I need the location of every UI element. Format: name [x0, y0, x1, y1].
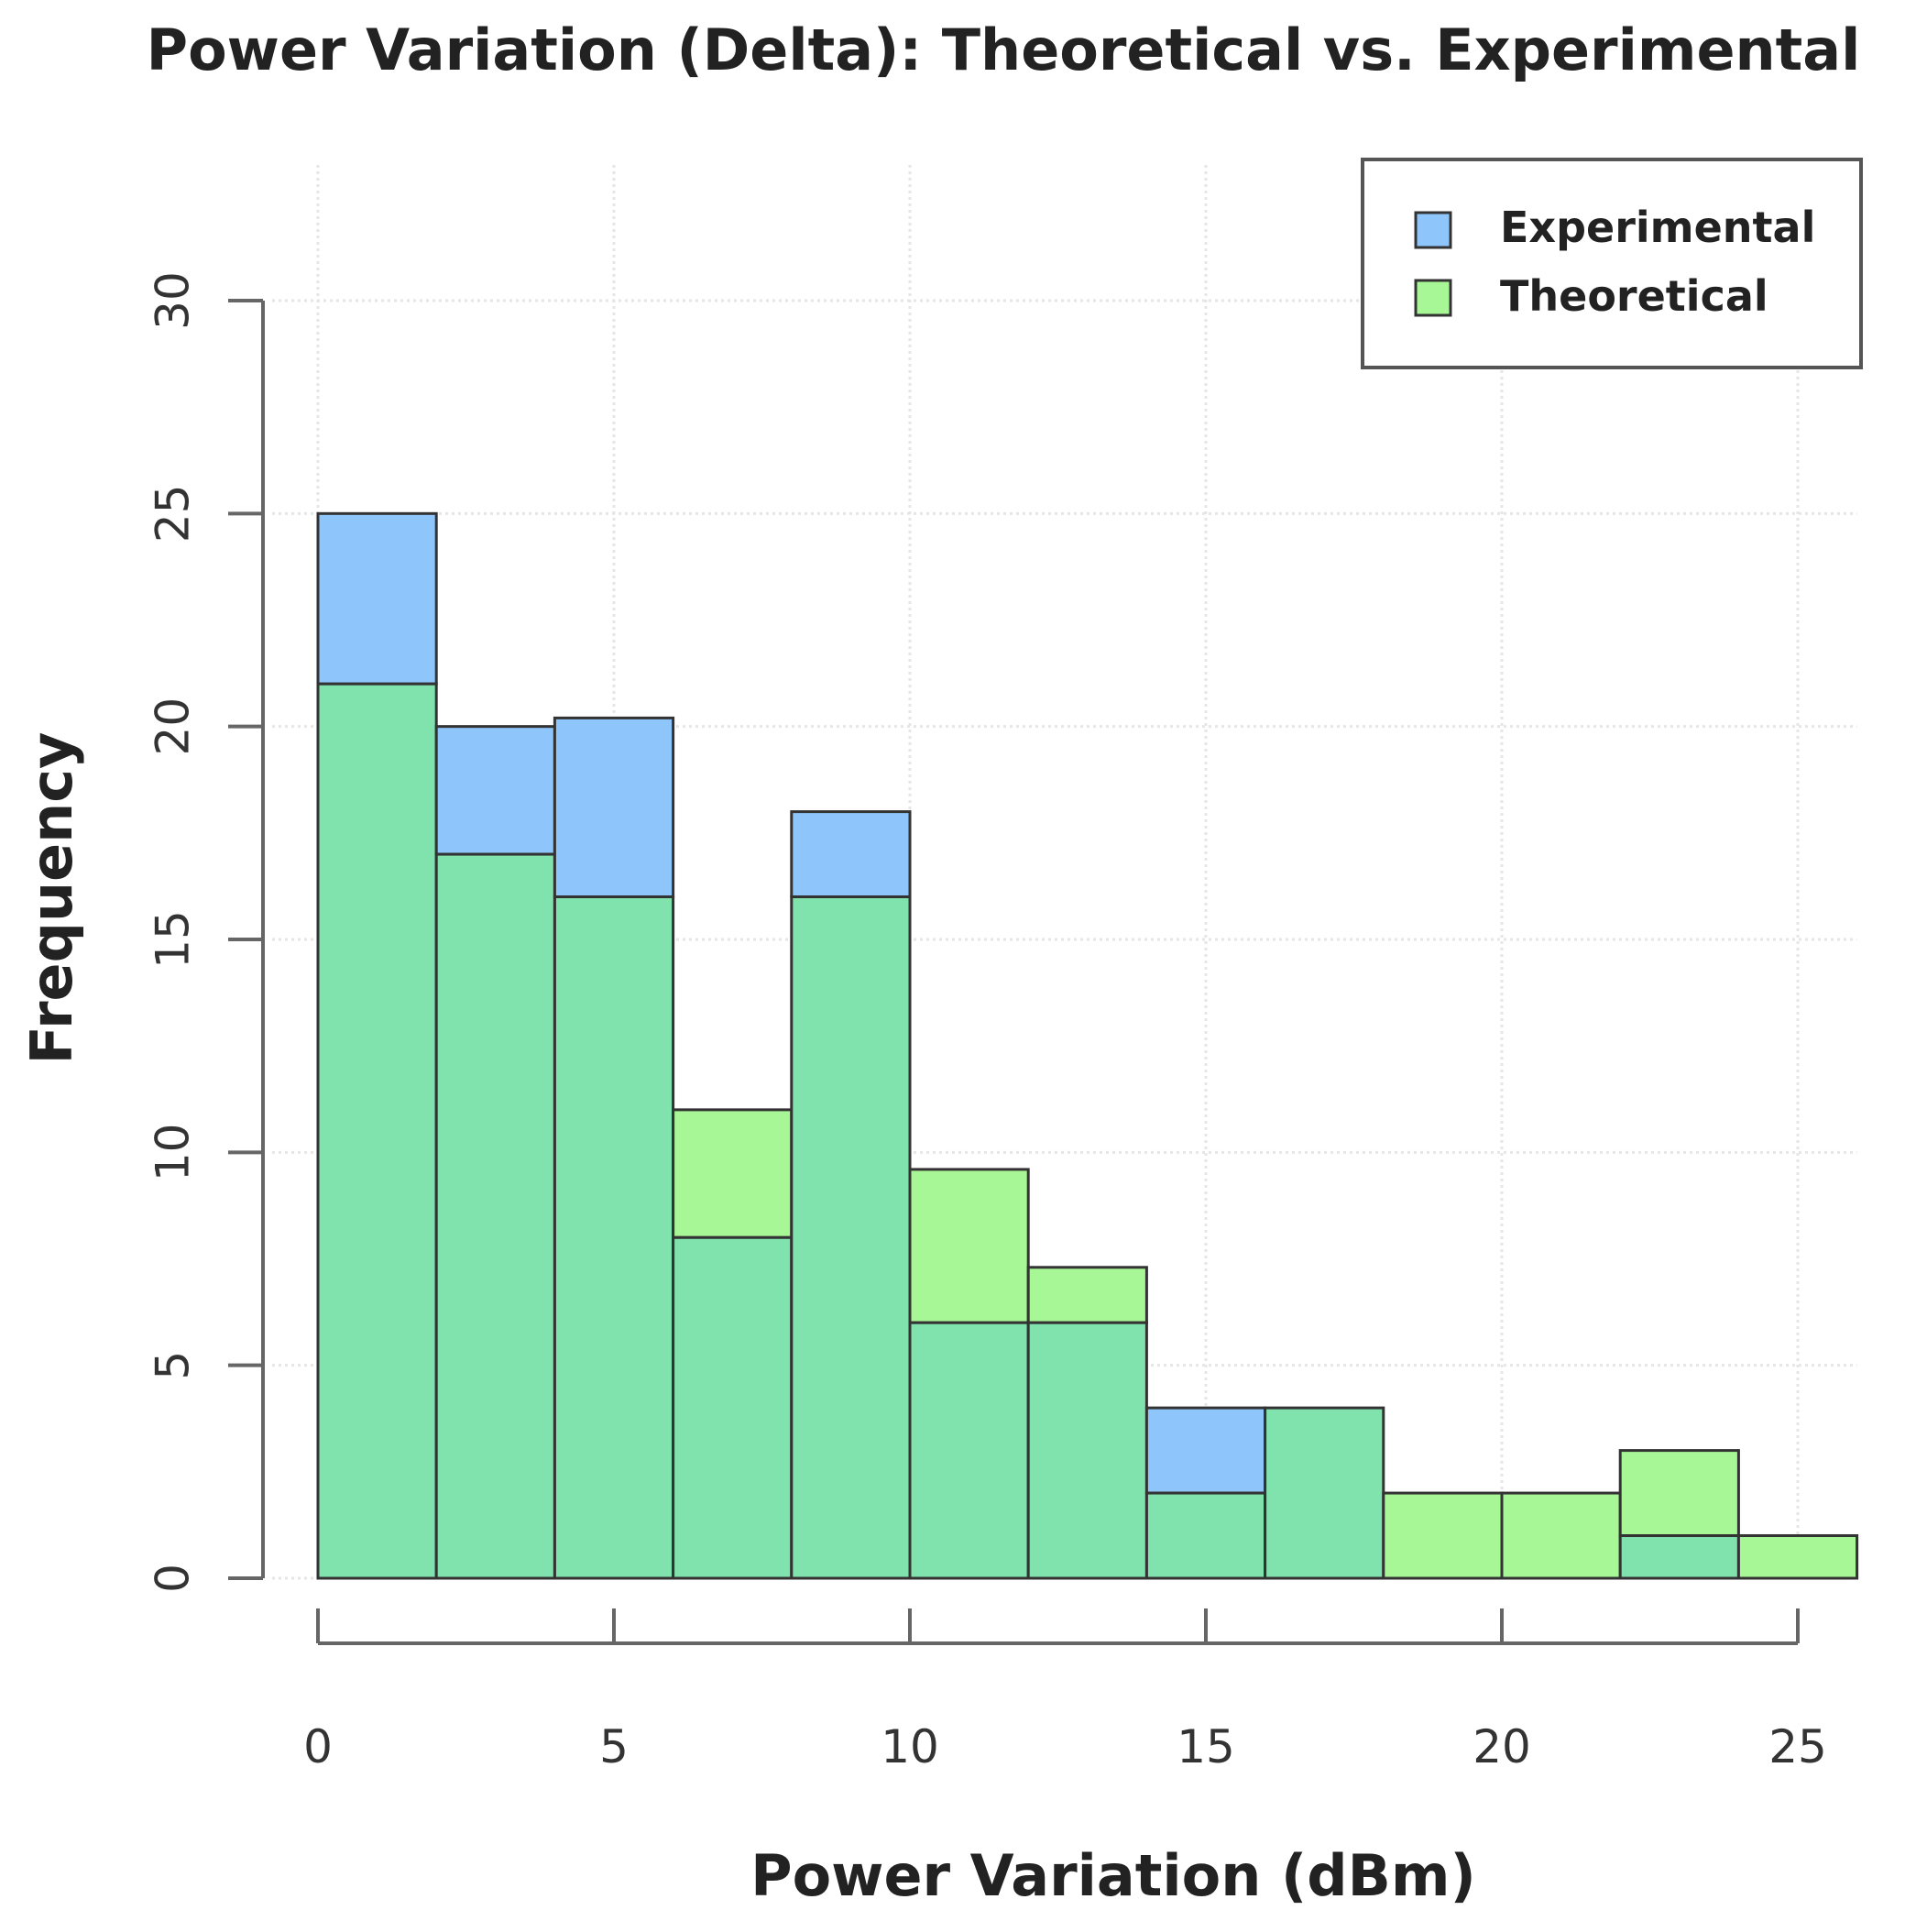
- y-tick-label: 0: [147, 1564, 200, 1593]
- bar-overlap: [553, 895, 675, 1580]
- bar-theoretical: [1500, 1491, 1622, 1580]
- bar-theoretical: [1736, 1534, 1859, 1580]
- y-tick-label: 20: [147, 697, 200, 756]
- bar-theoretical: [908, 1168, 1030, 1324]
- legend-label-theoretical: Theoretical: [1500, 271, 1768, 321]
- x-tick-label: 25: [1768, 1720, 1827, 1773]
- bar-overlap: [908, 1321, 1030, 1580]
- bar-theoretical: [672, 1108, 794, 1239]
- bar-experimental: [1144, 1406, 1267, 1495]
- bar-experimental: [790, 810, 912, 899]
- legend-label-experimental: Experimental: [1500, 203, 1815, 252]
- bar-theoretical: [1618, 1449, 1740, 1538]
- bar-experimental: [434, 725, 556, 856]
- legend-box: [1361, 158, 1863, 369]
- legend-swatch-theoretical: [1414, 279, 1452, 317]
- legend: Experimental Theoretical: [1361, 158, 1863, 369]
- x-tick-label: 5: [599, 1720, 629, 1773]
- bar-overlap: [316, 682, 438, 1580]
- y-tick-label: 30: [147, 271, 200, 330]
- x-tick-label: 0: [303, 1720, 333, 1773]
- bar-theoretical: [1382, 1491, 1504, 1580]
- y-tick-label: 15: [147, 910, 200, 969]
- x-tick-label: 10: [881, 1720, 939, 1773]
- x-tick-label: 20: [1473, 1720, 1531, 1773]
- bar-overlap: [1264, 1406, 1385, 1580]
- bar-overlap: [434, 852, 556, 1580]
- y-axis-label: Frequency: [18, 732, 85, 1065]
- bar-overlap: [1144, 1491, 1267, 1580]
- y-tick-label: 5: [147, 1351, 200, 1380]
- legend-swatch-experimental: [1414, 211, 1452, 249]
- bar-overlap: [672, 1235, 794, 1580]
- bar-overlap: [1026, 1321, 1148, 1580]
- bar-experimental: [553, 716, 675, 899]
- bar-experimental: [316, 511, 438, 686]
- x-tick-label: 15: [1177, 1720, 1235, 1773]
- x-axis-label: Power Variation (dBm): [750, 1842, 1476, 1909]
- bar-overlap: [1618, 1534, 1740, 1580]
- y-tick-label: 10: [147, 1124, 200, 1182]
- chart-title: Power Variation (Delta): Theoretical vs.…: [147, 16, 1861, 83]
- bar-theoretical: [1026, 1266, 1148, 1324]
- y-tick-label: 25: [147, 485, 200, 543]
- bar-overlap: [790, 895, 912, 1580]
